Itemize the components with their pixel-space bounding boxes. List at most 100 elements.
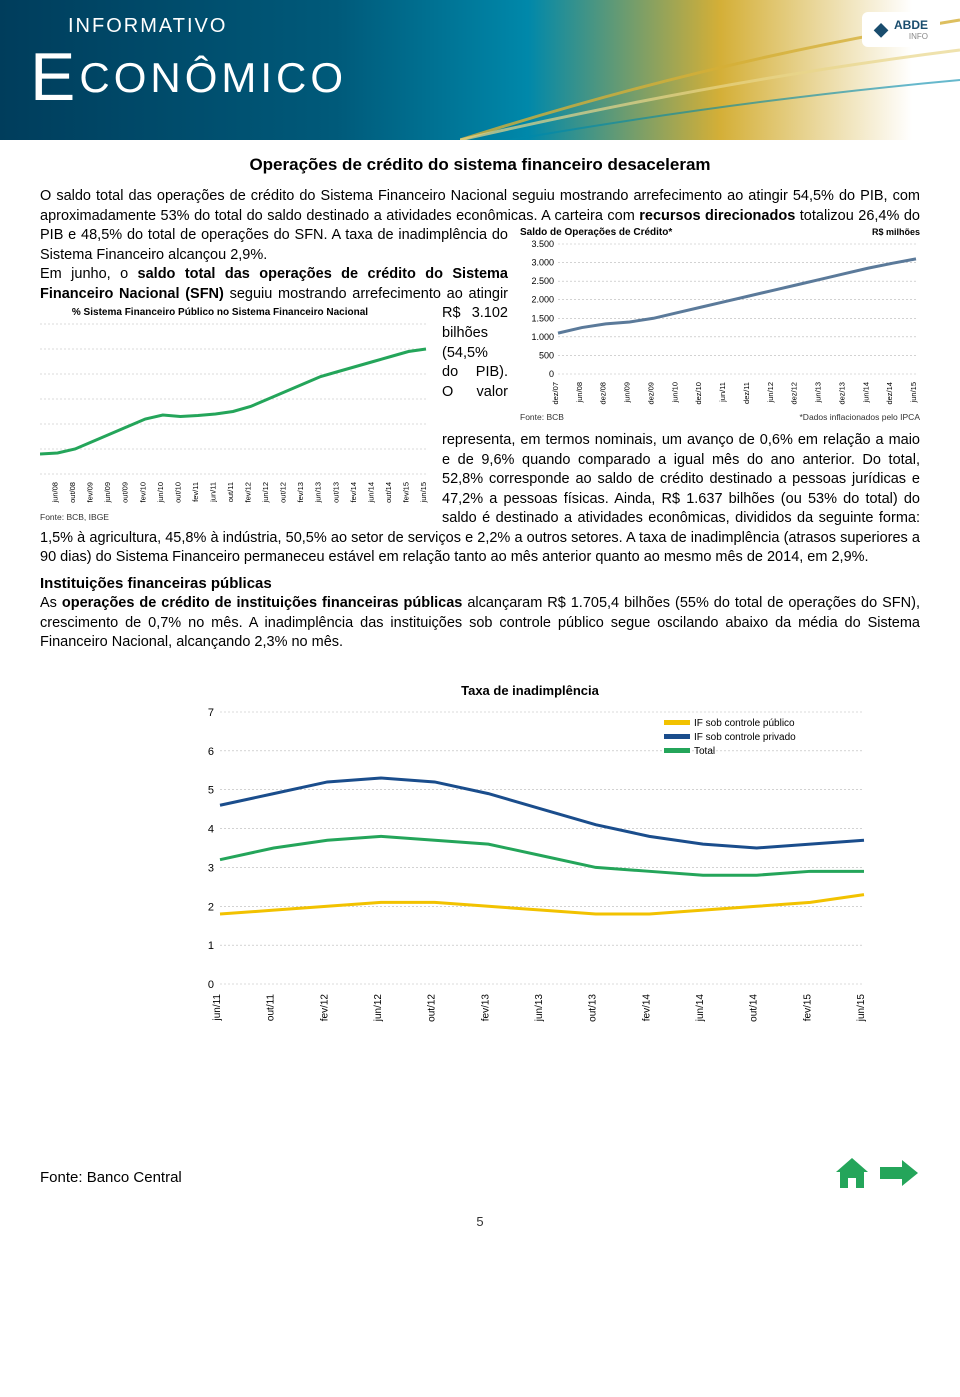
- svg-text:fev/09: fev/09: [86, 482, 95, 502]
- svg-text:dez/11: dez/11: [742, 382, 751, 404]
- svg-text:out/11: out/11: [226, 482, 235, 502]
- svg-text:fev/13: fev/13: [296, 482, 305, 502]
- header-title-rest: CONÔMICO: [79, 54, 347, 101]
- svg-text:jun/08: jun/08: [51, 482, 60, 503]
- chart-sf-publico: % Sistema Financeiro Público no Sistema …: [40, 306, 430, 523]
- svg-text:jun/13: jun/13: [534, 994, 545, 1023]
- svg-text:dez/09: dez/09: [646, 382, 655, 405]
- svg-text:jun/12: jun/12: [261, 482, 270, 503]
- svg-text:jun/15: jun/15: [419, 482, 428, 503]
- body-flow: O saldo total das operações de crédito d…: [40, 187, 920, 653]
- chart3-title: Taxa de inadimplência: [190, 683, 870, 698]
- svg-text:fev/10: fev/10: [138, 482, 147, 502]
- svg-text:3.000: 3.000: [531, 257, 554, 267]
- header-title: ECONÔMICO: [30, 38, 930, 116]
- svg-text:jun/10: jun/10: [156, 482, 165, 503]
- svg-text:5: 5: [208, 785, 214, 797]
- svg-text:dez/12: dez/12: [790, 382, 799, 405]
- svg-text:jun/11: jun/11: [208, 482, 217, 503]
- chart-saldo-credito: Saldo de Operações de Crédito* R$ milhõe…: [520, 226, 920, 423]
- svg-text:out/11: out/11: [266, 994, 277, 1021]
- svg-text:3: 3: [208, 862, 214, 874]
- logo-box: ◆ ABDE INFO: [862, 12, 940, 47]
- svg-text:jun/15: jun/15: [856, 994, 867, 1023]
- page-title: Operações de crédito do sistema financei…: [40, 155, 920, 175]
- svg-text:out/08: out/08: [68, 482, 77, 503]
- header-title-initial: E: [30, 38, 79, 116]
- svg-text:jun/10: jun/10: [670, 382, 679, 403]
- next-arrow-icon[interactable]: [878, 1156, 920, 1199]
- content: Operações de crédito do sistema financei…: [0, 140, 960, 1076]
- svg-text:7: 7: [208, 707, 214, 719]
- svg-text:jun/13: jun/13: [814, 382, 823, 403]
- chart1-svg: 05001.0001.5002.0002.5003.0003.500dez/07…: [520, 240, 920, 410]
- chart2-svg: 30354045505560fev/08jun/08out/08fev/09ju…: [40, 320, 430, 510]
- svg-text:jun/14: jun/14: [366, 482, 375, 503]
- svg-text:jun/11: jun/11: [718, 382, 727, 403]
- header-subtitle: INFORMATIVO: [68, 15, 930, 38]
- svg-text:fev/13: fev/13: [480, 994, 491, 1022]
- svg-text:jun/14: jun/14: [861, 382, 870, 403]
- svg-text:fev/08: fev/08: [40, 482, 42, 502]
- svg-text:fev/11: fev/11: [191, 482, 200, 502]
- svg-text:jun/11: jun/11: [212, 994, 223, 1022]
- chart3-svg: 01234567jun/11out/11fev/12jun/12out/12fe…: [190, 706, 870, 1026]
- svg-text:2.500: 2.500: [531, 276, 554, 286]
- svg-text:IF sob controle público: IF sob controle público: [694, 718, 795, 729]
- p3-bold: operações de crédito de instituições fin…: [62, 595, 462, 611]
- svg-text:out/13: out/13: [588, 994, 599, 1022]
- svg-text:IF sob controle privado: IF sob controle privado: [694, 732, 796, 743]
- footer-nav-icons: [834, 1156, 920, 1199]
- svg-text:out/10: out/10: [173, 482, 182, 503]
- chart-inadimplencia: Taxa de inadimplência 0 1 2 3 4 5 6 7 jun/11 out/…: [190, 683, 870, 1026]
- subhead-instituicoes: Instituições financeiras públicas: [40, 574, 920, 594]
- svg-text:3.500: 3.500: [531, 240, 554, 249]
- svg-text:out/09: out/09: [121, 482, 130, 503]
- chart1-source: Fonte: BCB: [520, 412, 564, 423]
- svg-text:Total: Total: [694, 746, 715, 757]
- svg-text:dez/10: dez/10: [694, 382, 703, 405]
- svg-text:1.000: 1.000: [531, 331, 554, 341]
- logo-info: INFO: [894, 32, 928, 41]
- svg-text:jun/12: jun/12: [766, 382, 775, 403]
- svg-text:jun/15: jun/15: [909, 382, 918, 403]
- svg-text:1: 1: [208, 940, 214, 952]
- chart2-source: Fonte: BCB, IBGE: [40, 512, 430, 523]
- svg-text:2: 2: [208, 901, 214, 913]
- svg-text:jun/09: jun/09: [103, 482, 112, 503]
- svg-text:jun/14: jun/14: [695, 994, 706, 1023]
- chart1-title: Saldo de Operações de Crédito*: [520, 226, 672, 240]
- svg-text:out/12: out/12: [279, 482, 288, 503]
- svg-text:2.000: 2.000: [531, 294, 554, 304]
- p3-a: As: [40, 595, 62, 611]
- svg-text:500: 500: [539, 350, 554, 360]
- chart1-note: *Dados inflacionados pelo IPCA: [800, 412, 921, 423]
- header-banner: INFORMATIVO ECONÔMICO ◆ ABDE INFO: [0, 0, 960, 140]
- svg-text:fev/14: fev/14: [349, 482, 358, 502]
- svg-text:jun/13: jun/13: [314, 482, 323, 503]
- svg-text:out/14: out/14: [749, 994, 760, 1022]
- svg-text:jun/09: jun/09: [623, 382, 632, 403]
- svg-text:4: 4: [208, 824, 214, 836]
- home-icon[interactable]: [834, 1156, 870, 1199]
- footer-row: Fonte: Banco Central: [0, 1156, 960, 1199]
- svg-text:6: 6: [208, 746, 214, 758]
- svg-text:jun/12: jun/12: [373, 994, 384, 1023]
- svg-text:dez/07: dez/07: [551, 382, 560, 405]
- svg-text:0: 0: [208, 979, 214, 991]
- svg-text:dez/08: dez/08: [599, 382, 608, 405]
- svg-text:dez/13: dez/13: [837, 382, 846, 405]
- svg-text:fev/12: fev/12: [244, 482, 253, 502]
- page-number: 5: [0, 1214, 960, 1229]
- chart2-title: % Sistema Financeiro Público no Sistema …: [40, 306, 430, 320]
- svg-text:fev/15: fev/15: [401, 482, 410, 502]
- svg-text:fev/12: fev/12: [319, 994, 330, 1022]
- svg-text:fev/14: fev/14: [641, 994, 652, 1022]
- svg-text:out/14: out/14: [384, 482, 393, 503]
- chart1-unit: R$ milhões: [872, 226, 920, 238]
- svg-text:out/13: out/13: [331, 482, 340, 503]
- p1-bold: recursos direcionados: [639, 208, 795, 224]
- svg-text:1.500: 1.500: [531, 313, 554, 323]
- p2-a: Em junho, o: [40, 266, 138, 282]
- logo-text: ABDE: [894, 18, 928, 32]
